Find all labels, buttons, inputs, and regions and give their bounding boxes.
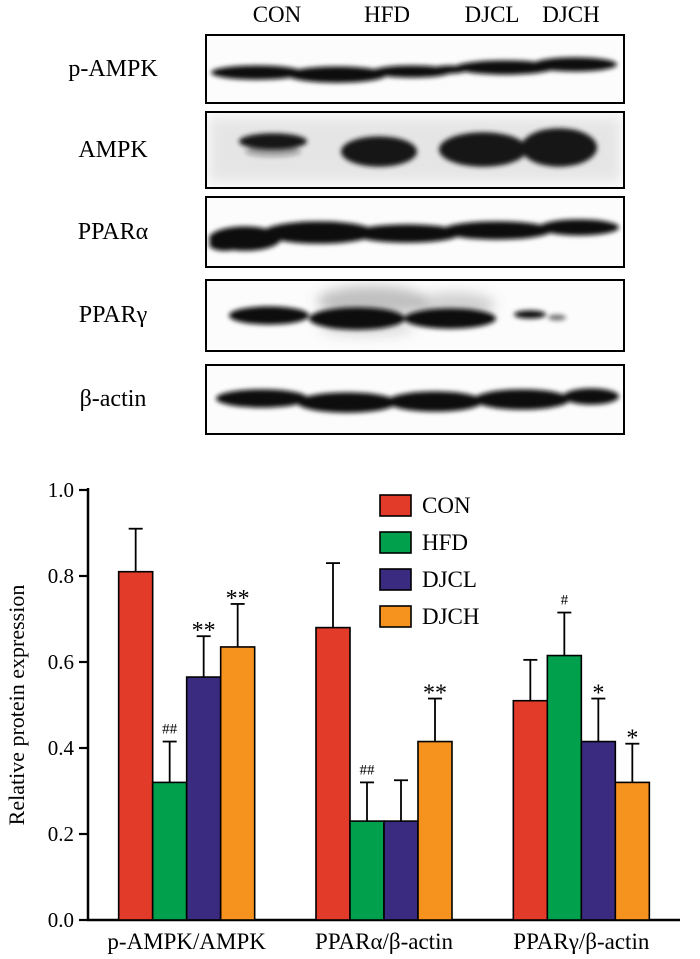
significance-annotation: * [626, 726, 638, 752]
blot-label-ppar-alpha: PPARα [77, 219, 149, 245]
blot-band [387, 391, 483, 412]
blot-band [455, 60, 555, 75]
significance-annotation: ** [192, 618, 216, 644]
legend-swatch-con [379, 494, 412, 517]
lane-label-con: CON [252, 2, 302, 27]
blot-bands-ppar-alpha [209, 219, 619, 251]
legend-swatch-hfd [379, 531, 412, 554]
significance-annotation: ** [423, 681, 447, 707]
bar-djcl-0 [185, 676, 222, 921]
blot-band [533, 57, 617, 72]
blot-band [263, 221, 375, 244]
blot-band [341, 136, 417, 167]
bar-djch-2 [614, 781, 651, 921]
y-tick-label: 0.6 [48, 650, 74, 674]
blot-label-beta-actin: β-actin [79, 386, 147, 412]
lane-label-djcl: DJCL [464, 2, 520, 27]
blot-row-ppar-gamma: PPARγ [0, 279, 700, 352]
blot-band-group [229, 306, 566, 330]
bar-hfd-2 [546, 654, 583, 921]
blot-row-ampk: AMPK [0, 111, 700, 189]
blot-band [539, 219, 619, 236]
blot-band [287, 66, 387, 83]
blot-band [297, 392, 397, 413]
bar-hfd-0 [151, 781, 188, 921]
blot-image-p-ampk [205, 34, 625, 104]
blot-band [239, 133, 307, 150]
legend-swatch-djcl [379, 568, 412, 591]
blot-bands-beta-actin [216, 388, 619, 413]
category-label: p-AMPK/AMPK [107, 929, 266, 954]
legend-label-con: CON [422, 493, 471, 518]
bar-djcl-1 [383, 820, 419, 921]
y-tick-label: 0.8 [48, 564, 74, 588]
y-tick-label: 0.2 [48, 822, 74, 846]
blot-band [439, 132, 527, 167]
blot-row-p-ampk: p-AMPK [0, 34, 700, 104]
y-tick-label: 1.0 [48, 479, 74, 502]
blot-image-ppar-alpha [205, 196, 625, 268]
significance-annotation: # [561, 593, 569, 609]
legend-label-djcl: DJCL [422, 567, 477, 592]
blot-band [442, 221, 552, 240]
blot-band [229, 306, 309, 325]
lane-label-hfd: HFD [363, 2, 411, 27]
blot-row-ppar-alpha: PPARα [0, 196, 700, 268]
blot-band [404, 308, 496, 329]
blot-band [309, 307, 405, 330]
blot-band-group [216, 388, 619, 413]
bar-con-0 [117, 570, 154, 921]
bar-djch-1 [417, 740, 453, 921]
bar-hfd-1 [349, 820, 385, 921]
significance-annotation: ## [360, 762, 376, 778]
blot-band-group [239, 128, 597, 167]
blot-label-p-ampk: p-AMPK [68, 56, 158, 82]
blot-band [211, 65, 303, 80]
blot-band [245, 146, 301, 157]
western-blot-panel: CON HFD DJCL DJCH p-AMPK [0, 0, 700, 476]
blot-band [474, 389, 570, 410]
blot-band-group [211, 57, 617, 83]
bar-con-2 [512, 699, 549, 921]
blot-band [521, 128, 597, 167]
legend-label-hfd: HFD [422, 530, 468, 555]
blot-image-ppar-gamma [205, 279, 625, 352]
bar-con-1 [315, 626, 351, 921]
legend-swatch-djch [379, 605, 412, 628]
blot-band-group [209, 219, 619, 251]
blot-band [216, 389, 308, 408]
bar-djch-0 [219, 646, 256, 921]
significance-annotation: ## [162, 722, 178, 738]
blot-image-ampk [205, 111, 625, 189]
category-label: PPARγ/β-actin [513, 929, 650, 954]
blot-image-beta-actin [205, 364, 625, 435]
blot-bands-p-ampk [211, 57, 617, 83]
bar-chart-section: 0.0 0.2 0.4 0.6 0.8 1.0 Relative protein expre… [0, 479, 700, 959]
y-axis-title: Relative protein expression [4, 585, 29, 826]
y-tick-label: 0.4 [48, 736, 75, 760]
blot-band [563, 388, 619, 405]
blot-band [548, 314, 566, 321]
blot-band [514, 310, 546, 319]
protein-expression-chart: 0.0 0.2 0.4 0.6 0.8 1.0 Relative protein expre… [4, 479, 680, 954]
blot-label-ampk: AMPK [78, 137, 148, 163]
legend-label-djch: DJCH [422, 604, 480, 629]
blot-row-beta-actin: β-actin [0, 364, 700, 435]
blot-band [372, 65, 452, 78]
lane-label-djch: DJCH [542, 2, 600, 27]
y-tick-label: 0.0 [48, 908, 74, 932]
blot-label-ppar-gamma: PPARγ [78, 302, 148, 328]
bar-djcl-2 [580, 740, 617, 921]
significance-annotation: * [592, 681, 604, 707]
blot-bands-ampk [209, 117, 621, 182]
significance-annotation: ** [226, 586, 250, 612]
category-label: PPARα/β-actin [315, 929, 453, 954]
blot-bands-ppar-gamma [229, 286, 566, 337]
blot-band [353, 224, 461, 243]
